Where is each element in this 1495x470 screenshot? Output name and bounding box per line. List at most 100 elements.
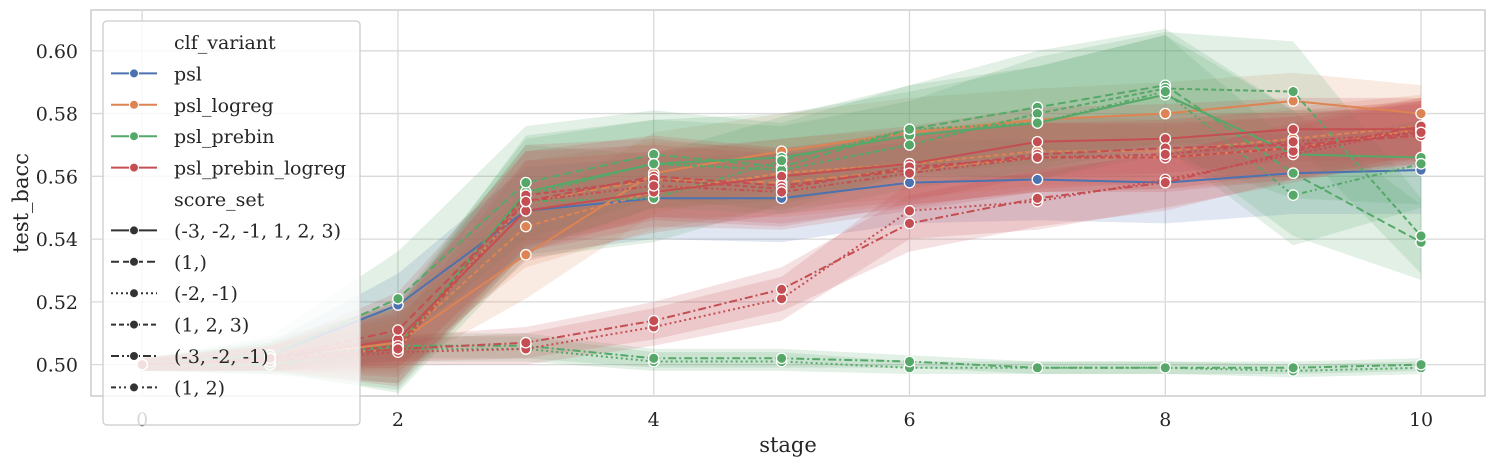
data-point xyxy=(1031,151,1044,164)
y-tick-label: 0.50 xyxy=(36,355,78,377)
data-point xyxy=(1287,135,1300,148)
data-point xyxy=(647,157,660,170)
legend-entry: psl_prebin xyxy=(174,126,274,148)
ci-band-13 xyxy=(142,101,1422,384)
legend-entry: (-3, -2, -1) xyxy=(174,346,269,368)
data-point xyxy=(647,352,660,365)
x-axis-label: stage xyxy=(759,433,817,457)
data-point xyxy=(1415,157,1427,170)
data-point xyxy=(775,154,788,167)
legend-title: score_set xyxy=(174,189,265,211)
y-tick-labels: 0.50 0.52 0.54 0.56 0.58 0.60 xyxy=(36,41,78,377)
data-point xyxy=(775,283,788,296)
series-line-13 xyxy=(142,131,1422,366)
data-point xyxy=(392,324,404,336)
x-tick-label: 6 xyxy=(903,409,915,431)
y-tick-label: 0.52 xyxy=(36,292,78,314)
ci-band-7 xyxy=(142,32,1422,390)
ci-band-14 xyxy=(142,97,1422,371)
legend-swatch-marker xyxy=(129,68,139,79)
data-point xyxy=(1415,107,1427,120)
data-point xyxy=(903,139,916,151)
legend-swatch-marker xyxy=(129,288,139,299)
data-point xyxy=(1159,85,1172,98)
ci-band-15 xyxy=(142,101,1422,387)
data-point xyxy=(1159,361,1172,374)
data-point xyxy=(519,195,532,208)
y-axis-label: test_bacc xyxy=(9,153,33,253)
data-point xyxy=(519,220,532,233)
data-point xyxy=(775,352,788,365)
legend-entry: (1, 2, 3) xyxy=(174,315,249,337)
data-point xyxy=(1031,173,1044,186)
ci-band-2 xyxy=(142,97,1422,375)
data-point xyxy=(903,167,916,180)
y-tick-label: 0.60 xyxy=(36,41,78,63)
legend-entry: psl_prebin_logreg xyxy=(174,158,346,180)
legend-swatch-marker xyxy=(129,131,139,142)
data-point xyxy=(519,248,532,261)
data-point xyxy=(1287,189,1300,202)
ci-band-10 xyxy=(142,97,1422,378)
data-point xyxy=(1031,135,1044,148)
legend-entry: (-3, -2, -1, 1, 2, 3) xyxy=(174,220,341,242)
data-point xyxy=(1415,358,1427,371)
legend-swatch-marker xyxy=(129,351,139,361)
ci-band-9 xyxy=(142,35,1422,393)
legend-swatch-marker xyxy=(129,382,139,393)
data-point xyxy=(903,217,916,230)
x-tick-label: 10 xyxy=(1409,409,1433,431)
data-point xyxy=(647,314,660,327)
data-point xyxy=(1159,148,1172,161)
data-point xyxy=(647,179,660,192)
data-point xyxy=(1159,107,1172,120)
data-point xyxy=(392,292,404,305)
data-point xyxy=(903,204,916,217)
legend-title: clf_variant xyxy=(174,32,276,54)
ci-band-11 xyxy=(142,104,1422,371)
legend-swatch-marker xyxy=(129,256,139,267)
x-tick-label: 4 xyxy=(648,409,660,431)
data-point xyxy=(1287,361,1300,374)
y-tick-label: 0.56 xyxy=(36,166,78,188)
ci-band-12 xyxy=(142,101,1422,371)
x-tick-label: 2 xyxy=(392,409,404,431)
data-point xyxy=(903,355,916,368)
data-point xyxy=(1031,192,1044,205)
legend-swatch-marker xyxy=(129,99,139,110)
data-point xyxy=(1415,126,1427,139)
data-point xyxy=(903,123,916,136)
data-point xyxy=(1287,85,1300,98)
series-line-15 xyxy=(142,131,1422,366)
y-tick-label: 0.58 xyxy=(36,104,78,126)
legend-swatch-marker xyxy=(129,225,139,236)
x-tick-label: 8 xyxy=(1159,409,1171,431)
ci-band-4 xyxy=(142,35,1422,384)
legend-swatch-marker xyxy=(129,162,139,173)
ci-band-0 xyxy=(142,126,1422,371)
data-point xyxy=(1287,123,1300,136)
legend-entry: (-2, -1) xyxy=(174,283,238,305)
data-point xyxy=(519,176,532,189)
legend-entry: psl_logreg xyxy=(174,95,274,117)
legend-entry: (1, 2) xyxy=(174,377,225,399)
data-point xyxy=(1031,117,1044,129)
data-point xyxy=(1415,230,1427,242)
legend-entry: (1,) xyxy=(174,252,207,274)
y-tick-label: 0.54 xyxy=(36,229,78,251)
confidence-bands xyxy=(142,28,1422,393)
ci-band-1 xyxy=(142,72,1422,371)
data-point xyxy=(1287,167,1300,180)
legend-entry: psl xyxy=(174,63,202,85)
legend-swatch-marker xyxy=(129,319,139,330)
data-point xyxy=(1031,361,1044,374)
data-point xyxy=(519,336,532,349)
ci-band-3 xyxy=(142,94,1422,371)
legend-box xyxy=(102,20,361,426)
data-point xyxy=(775,186,788,198)
data-point xyxy=(1159,176,1172,189)
data-point xyxy=(392,343,404,355)
